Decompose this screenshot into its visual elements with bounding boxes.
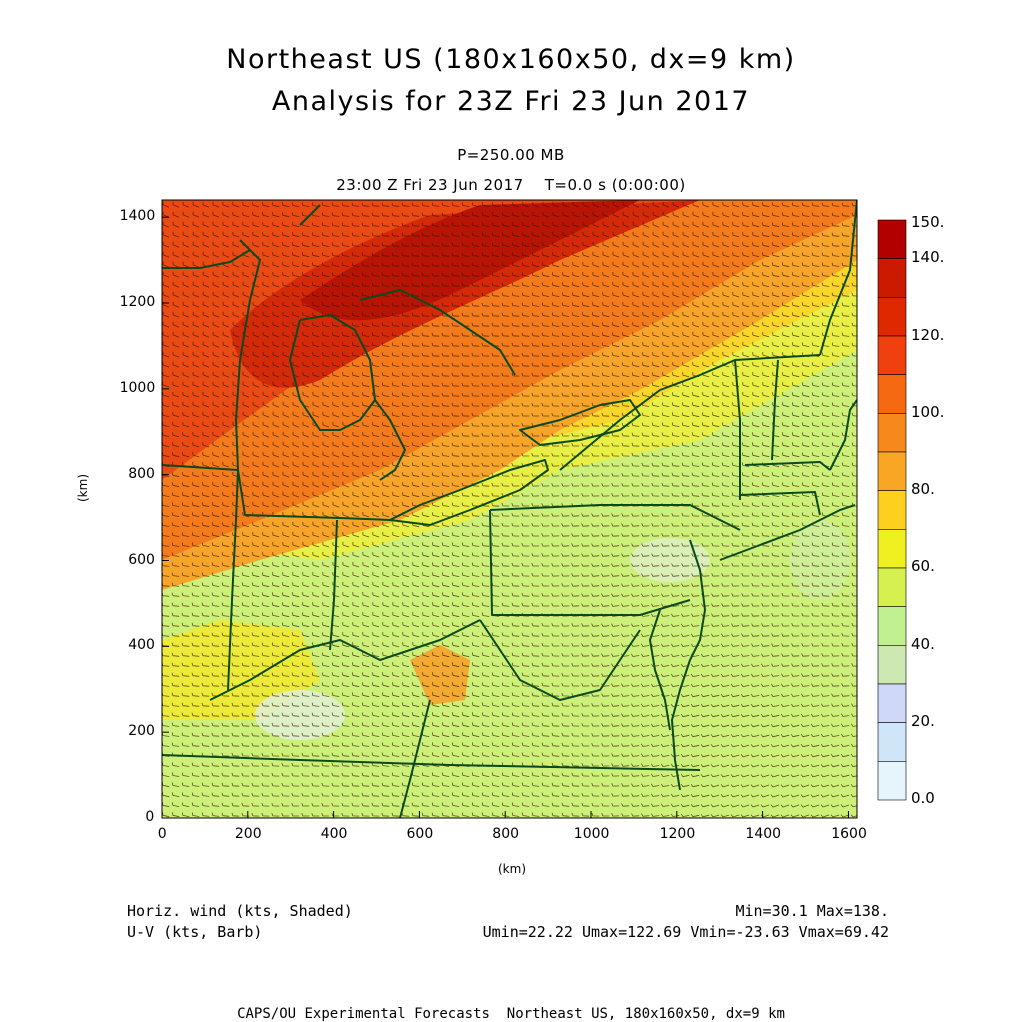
colorbar-label: 0.0 (911, 789, 935, 807)
y-tick-label: 1000 (119, 379, 156, 396)
x-tick-label: 1200 (659, 826, 696, 842)
y-tick-label: 1200 (119, 294, 156, 310)
axis-ticks (161, 216, 849, 819)
footer-credit: CAPS/OU Experimental Forecasts Northeast… (237, 1006, 785, 1022)
x-tick-label: 1400 (745, 826, 782, 842)
colorbar-swatch (877, 529, 907, 569)
colorbar-label: 100. (911, 403, 945, 421)
colorbar-swatch (877, 490, 907, 530)
michigan-lower-peninsula (289, 314, 376, 431)
y-tick-label: 800 (128, 465, 155, 482)
x-tick-label: 1000 (573, 826, 610, 842)
field-red-orange (162, 200, 700, 480)
y-tick-label: 0 (145, 809, 155, 825)
colorbar (877, 219, 907, 801)
field-patch-light-2 (630, 538, 710, 582)
wi-up-border (162, 249, 251, 269)
colorbar-swatch (877, 219, 907, 259)
x-tick-label: 800 (492, 826, 520, 842)
colorbar-swatch (877, 258, 907, 298)
ma-north (744, 461, 831, 471)
pressure-level: P=250.00 MB (457, 146, 565, 164)
colorbar-swatch (877, 761, 907, 801)
illinois-indiana-line (227, 469, 239, 691)
x-tick-label: 200 (234, 826, 262, 842)
legend-left-line-1: Horiz. wind (kts, Shaded) (127, 902, 353, 920)
colorbar-swatch (877, 374, 907, 414)
legend-right-line-1: Min=30.1 Max=138. (735, 902, 889, 920)
lake-huron-south (374, 399, 406, 481)
y-tick-label: 200 (128, 723, 155, 740)
wv-va-line (479, 619, 641, 701)
plot-frame (161, 199, 858, 819)
ohio-river (209, 619, 481, 701)
colorbar-swatch (877, 606, 907, 646)
y-tick-label: 400 (128, 637, 155, 654)
chesapeake-west (649, 609, 671, 731)
colorbar-label: 80. (911, 480, 935, 498)
colorbar-swatch (877, 567, 907, 607)
vt-nh-line (771, 359, 779, 461)
colorbar-swatch (877, 722, 907, 762)
field-patch-orange (410, 645, 470, 705)
colorbar-swatch (877, 413, 907, 453)
colorbar-swatch (877, 645, 907, 685)
colorbar-swatch (877, 297, 907, 337)
colorbar-label: 40. (911, 635, 935, 653)
field-red (230, 200, 700, 388)
y-axis-unit: (km) (76, 473, 90, 502)
colorbar-swatch (877, 335, 907, 375)
legend-right-line-2: Umin=22.22 Umax=122.69 Vmin=-23.63 Vmax=… (482, 923, 889, 941)
vt-nh-north (734, 354, 821, 361)
y-tick-label: 1400 (119, 208, 156, 225)
y-tick-label: 600 (128, 551, 155, 568)
maine-coast (829, 399, 857, 471)
colorbar-label: 120. (911, 326, 945, 344)
x-axis-unit: (km) (498, 862, 527, 876)
field-patch-light-3 (790, 520, 850, 600)
va-nc-line (162, 754, 701, 771)
colorbar-swatch (877, 451, 907, 491)
ct-ri (739, 491, 821, 516)
colorbar-label: 20. (911, 712, 935, 730)
x-tick-label: 0 (157, 826, 167, 842)
field-patch-light-1 (255, 690, 345, 740)
up-north (299, 204, 321, 226)
colorbar-swatch (877, 683, 907, 723)
long-island (719, 504, 856, 561)
valid-time: 23:00 Z Fri 23 Jun 2017 T=0.0 s (0:00:00… (336, 176, 686, 194)
wi-il-border (162, 464, 239, 471)
title-line-1: Northeast US (180x160x50, dx=9 km) (226, 44, 796, 75)
x-tick-label: 400 (320, 826, 348, 842)
title-line-2: Analysis for 23Z Fri 23 Jun 2017 (271, 86, 751, 117)
pa-west-south-border (489, 509, 691, 616)
colorbar-label: 150. (911, 213, 945, 231)
lake-huron-north (359, 289, 516, 376)
indiana-ohio-north (244, 514, 391, 521)
x-tick-label: 1600 (831, 826, 867, 842)
ny-north (559, 359, 741, 500)
x-tick-label: 600 (406, 826, 434, 842)
wind-field (162, 200, 857, 818)
colorbar-label: 60. (911, 557, 935, 575)
pa-ny-border (489, 504, 741, 531)
legend-left-line-2: U-V (kts, Barb) (127, 923, 263, 941)
colorbar-label: 140. (911, 248, 945, 266)
kentucky-east (399, 699, 431, 818)
maine-west (819, 200, 857, 356)
state-boundaries (162, 200, 857, 818)
lake-ontario (519, 399, 641, 446)
field-dark-red (300, 200, 640, 321)
indiana-ohio-line (329, 519, 338, 651)
lake-erie (389, 459, 549, 526)
new-jersey (689, 539, 706, 661)
